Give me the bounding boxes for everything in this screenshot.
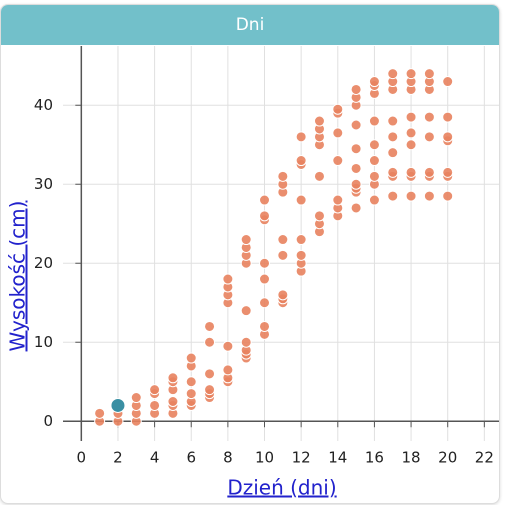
data-point bbox=[259, 257, 271, 269]
x-tick-label: 20 bbox=[438, 449, 457, 467]
data-point bbox=[387, 131, 399, 143]
data-point bbox=[350, 178, 362, 190]
chart: 0 2 4 6 8 10 12 14 16 18 20 22 0 10 20 30 40 Dzień (dni) W… bbox=[6, 46, 499, 500]
x-tick-label: 16 bbox=[365, 449, 384, 467]
data-point bbox=[423, 190, 435, 202]
card: Dni 0 2 4 6 8 10 12 14 16 18 20 22 0 10 20 30 40 Dzień (d… bbox=[0, 4, 500, 504]
data-point bbox=[442, 166, 454, 178]
data-point bbox=[259, 210, 271, 222]
data-point bbox=[167, 372, 179, 384]
data-point bbox=[368, 115, 380, 127]
x-tick-label: 18 bbox=[402, 449, 421, 467]
y-tick-label: 20 bbox=[34, 254, 53, 272]
data-point bbox=[423, 68, 435, 80]
y-tick-label: 0 bbox=[43, 412, 53, 430]
data-point bbox=[405, 166, 417, 178]
data-point bbox=[222, 340, 234, 352]
x-tick-label: 8 bbox=[223, 449, 233, 467]
data-point bbox=[350, 202, 362, 214]
data-point bbox=[295, 131, 307, 143]
data-point bbox=[387, 166, 399, 178]
data-point bbox=[442, 111, 454, 123]
data-point bbox=[204, 368, 216, 380]
data-point bbox=[277, 170, 289, 182]
data-point bbox=[387, 68, 399, 80]
x-tick-label: 0 bbox=[77, 449, 87, 467]
data-point bbox=[350, 83, 362, 95]
data-point bbox=[185, 388, 197, 400]
data-point bbox=[313, 210, 325, 222]
data-point bbox=[204, 320, 216, 332]
data-point bbox=[295, 194, 307, 206]
data-point bbox=[368, 155, 380, 167]
highlighted-point bbox=[110, 397, 126, 413]
card-header: Dni bbox=[1, 5, 499, 45]
data-point bbox=[149, 399, 161, 411]
data-point bbox=[277, 249, 289, 261]
data-point bbox=[332, 127, 344, 139]
data-point bbox=[405, 190, 417, 202]
data-point bbox=[130, 392, 142, 404]
x-axis-title: Dzień (dni) bbox=[227, 476, 336, 500]
data-point bbox=[405, 68, 417, 80]
data-point bbox=[167, 396, 179, 407]
data-point bbox=[204, 384, 216, 396]
data-point bbox=[222, 364, 234, 376]
data-point bbox=[277, 289, 289, 301]
data-point bbox=[368, 139, 380, 151]
x-tick-label: 4 bbox=[150, 449, 160, 467]
data-point bbox=[332, 155, 344, 167]
data-point bbox=[423, 111, 435, 123]
x-tick-label: 14 bbox=[328, 449, 347, 467]
x-tick-label: 10 bbox=[255, 449, 274, 467]
data-point bbox=[185, 376, 197, 388]
data-point bbox=[149, 384, 161, 396]
data-point bbox=[240, 234, 252, 246]
data-point bbox=[442, 190, 454, 202]
data-point bbox=[405, 111, 417, 123]
data-point bbox=[222, 273, 234, 285]
data-point bbox=[368, 170, 380, 182]
data-point bbox=[332, 103, 344, 115]
data-point bbox=[185, 352, 197, 364]
data-point bbox=[240, 305, 252, 317]
data-point bbox=[332, 194, 344, 206]
data-point bbox=[423, 131, 435, 143]
data-point bbox=[259, 320, 271, 332]
data-point bbox=[387, 147, 399, 159]
y-tick-label: 30 bbox=[34, 175, 53, 193]
y-tick-label: 10 bbox=[34, 333, 53, 351]
data-point bbox=[350, 162, 362, 174]
data-point bbox=[405, 139, 417, 151]
data-point bbox=[295, 249, 307, 261]
data-point bbox=[368, 76, 380, 88]
data-point bbox=[259, 273, 271, 285]
data-point bbox=[442, 76, 454, 88]
data-point bbox=[350, 119, 362, 131]
data-point bbox=[423, 166, 435, 178]
x-tick-label: 6 bbox=[186, 449, 196, 467]
x-tick-label: 22 bbox=[475, 449, 494, 467]
y-axis-title: Wysokość (cm) bbox=[6, 201, 30, 352]
data-point bbox=[313, 115, 325, 127]
data-point bbox=[295, 155, 307, 167]
data-point bbox=[313, 170, 325, 182]
y-tick-label: 40 bbox=[34, 96, 53, 114]
data-point bbox=[240, 336, 252, 348]
data-point bbox=[387, 190, 399, 202]
data-point bbox=[259, 194, 271, 206]
data-point bbox=[277, 234, 289, 246]
data-point bbox=[350, 143, 362, 155]
data-point bbox=[204, 336, 216, 348]
data-point bbox=[387, 115, 399, 127]
x-tick-label: 2 bbox=[113, 449, 123, 467]
data-point bbox=[94, 407, 106, 419]
data-point bbox=[442, 131, 454, 143]
data-point bbox=[368, 194, 380, 206]
x-tick-label: 12 bbox=[292, 449, 311, 467]
data-point bbox=[295, 234, 307, 246]
data-point bbox=[259, 297, 271, 309]
data-point bbox=[405, 127, 417, 139]
